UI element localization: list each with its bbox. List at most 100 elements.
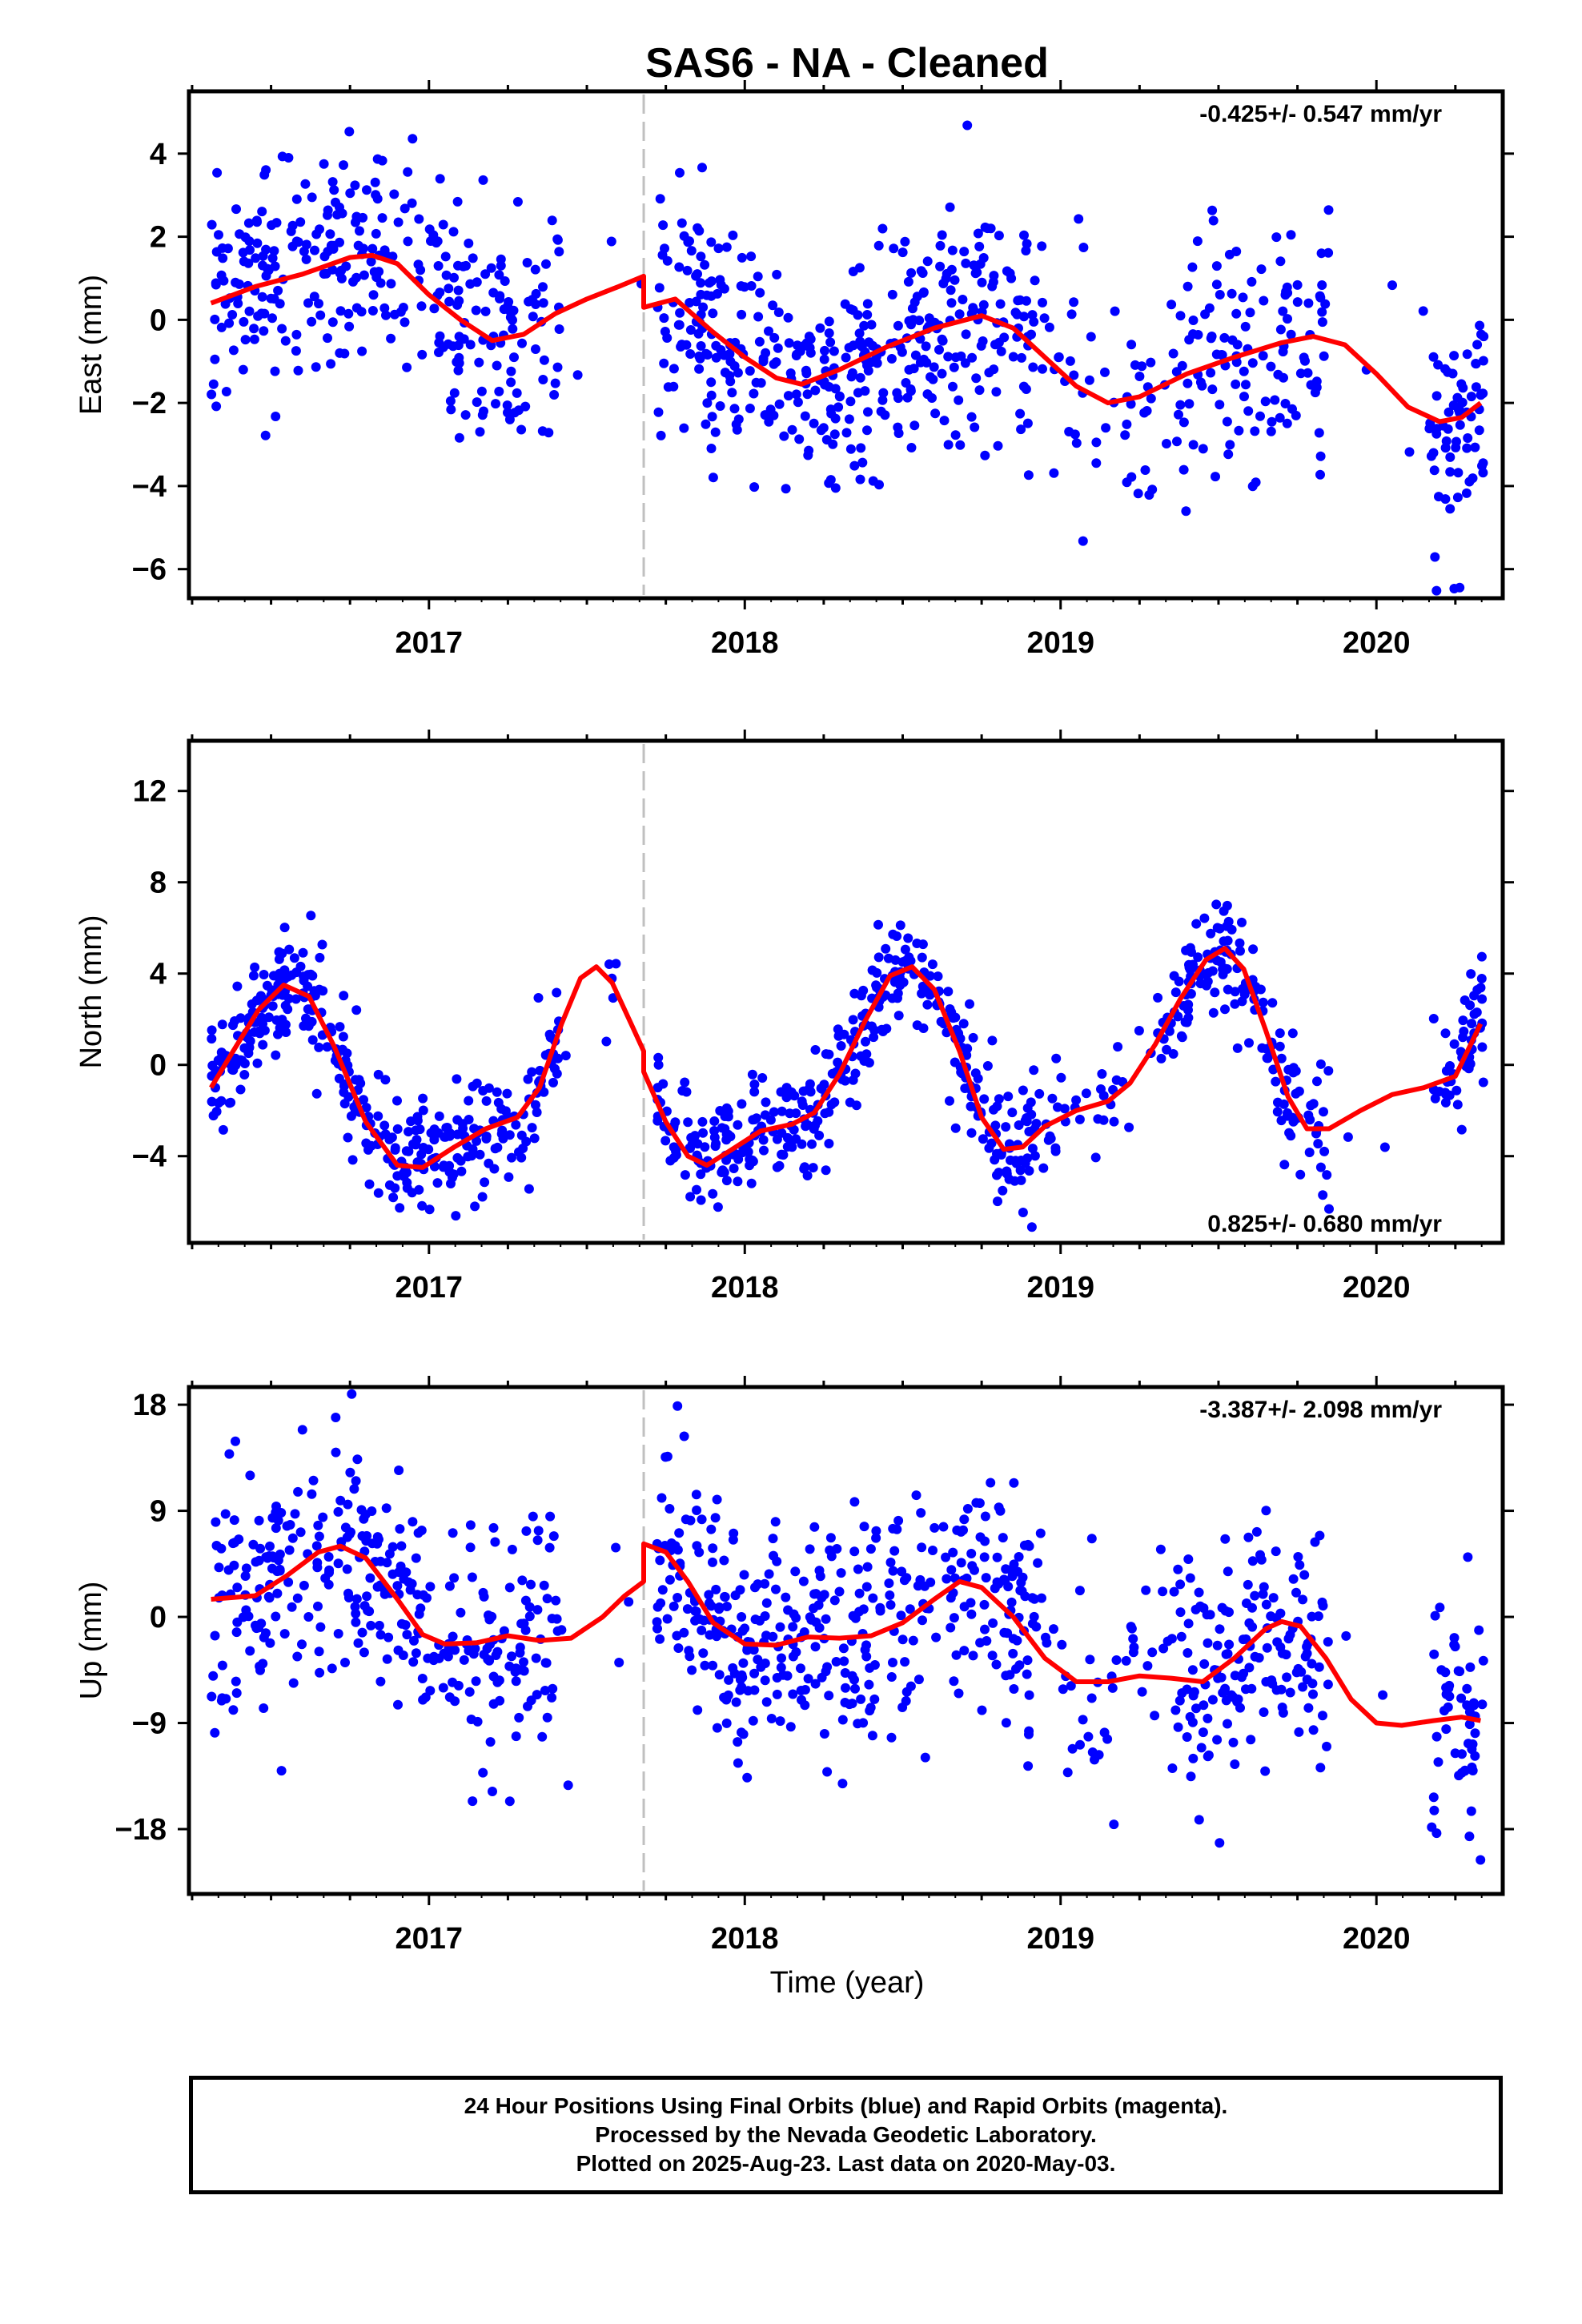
data-point — [711, 340, 721, 351]
data-point — [833, 402, 844, 412]
data-point — [673, 1643, 684, 1653]
data-point — [1443, 407, 1454, 417]
data-point — [770, 1517, 781, 1527]
data-point — [453, 260, 463, 271]
data-point — [729, 361, 740, 371]
data-point — [425, 1582, 436, 1592]
data-point — [861, 1640, 871, 1651]
data-point — [708, 1660, 718, 1671]
data-point — [982, 223, 993, 234]
data-point — [379, 1120, 390, 1131]
data-point — [511, 1676, 521, 1687]
data-point — [682, 265, 693, 275]
data-point — [1283, 1634, 1294, 1644]
data-point — [994, 231, 1004, 241]
data-point — [373, 1188, 383, 1198]
data-point — [1318, 1190, 1328, 1200]
data-point — [1456, 1693, 1467, 1703]
data-point — [791, 389, 801, 400]
data-point — [1322, 1741, 1331, 1751]
data-point — [901, 1696, 911, 1706]
data-point — [994, 1094, 1004, 1104]
data-point — [1188, 440, 1199, 450]
data-point — [749, 1685, 760, 1695]
data-point — [1006, 273, 1017, 283]
data-point — [444, 283, 454, 294]
data-point — [719, 1555, 729, 1566]
data-point — [1286, 230, 1296, 240]
data-point — [393, 1699, 403, 1710]
data-point — [995, 1506, 1006, 1516]
data-point — [733, 1758, 743, 1768]
data-point — [1146, 393, 1156, 404]
data-point — [857, 457, 868, 468]
data-point — [1456, 1124, 1467, 1135]
data-point — [390, 1143, 400, 1153]
data-point — [858, 985, 869, 995]
data-point — [773, 308, 784, 317]
data-point — [512, 197, 523, 207]
data-point — [465, 279, 476, 289]
data-point — [742, 1645, 753, 1655]
data-point — [404, 1146, 414, 1156]
data-point — [746, 1178, 757, 1188]
data-point — [1243, 1579, 1253, 1590]
data-point — [1261, 1506, 1271, 1516]
data-point — [244, 306, 255, 316]
data-point — [998, 1533, 1008, 1543]
y-tick-label: −18 — [115, 1813, 167, 1847]
data-point — [214, 1098, 224, 1108]
data-point — [712, 1631, 722, 1642]
data-point — [1222, 921, 1232, 931]
data-point — [861, 1036, 870, 1047]
data-point — [1453, 468, 1464, 478]
data-point — [429, 1135, 440, 1145]
data-point — [888, 1566, 898, 1576]
data-point — [1020, 1116, 1030, 1126]
data-point — [507, 1152, 516, 1163]
data-point — [1074, 1114, 1085, 1124]
data-point — [656, 430, 666, 440]
data-point — [793, 340, 802, 351]
data-point — [386, 279, 396, 289]
data-point — [345, 188, 355, 199]
data-point — [572, 370, 583, 380]
data-point — [257, 207, 267, 217]
data-point — [553, 1053, 563, 1063]
data-point — [886, 1732, 897, 1743]
data-point — [687, 1665, 697, 1675]
data-point — [1266, 361, 1276, 372]
data-point — [325, 229, 335, 239]
data-point — [1478, 356, 1488, 366]
data-point — [980, 1511, 990, 1522]
data-point — [1035, 1528, 1046, 1538]
y-tick-label: −9 — [132, 1707, 167, 1741]
data-point — [906, 267, 917, 278]
data-point — [1184, 335, 1195, 345]
data-point — [758, 356, 769, 367]
data-point — [966, 1609, 977, 1619]
data-point — [1276, 1053, 1287, 1063]
data-point — [1071, 438, 1082, 448]
data-point — [372, 154, 383, 164]
data-point — [353, 1638, 363, 1648]
data-point — [1315, 1059, 1326, 1069]
data-point — [453, 285, 464, 296]
data-point — [820, 345, 829, 356]
data-point — [214, 230, 223, 240]
data-point — [938, 1522, 949, 1532]
data-point — [680, 1170, 690, 1180]
data-point — [537, 426, 548, 436]
data-point — [326, 359, 336, 369]
data-point — [211, 247, 222, 257]
data-point — [275, 1549, 285, 1559]
data-point — [987, 1035, 998, 1046]
data-point — [507, 1544, 517, 1554]
data-point — [1086, 332, 1096, 342]
data-point — [611, 1542, 621, 1553]
data-point — [1191, 1703, 1201, 1714]
data-point — [979, 1094, 990, 1104]
data-point — [992, 1552, 1002, 1562]
data-point — [825, 1545, 835, 1555]
data-point — [1444, 1090, 1455, 1100]
